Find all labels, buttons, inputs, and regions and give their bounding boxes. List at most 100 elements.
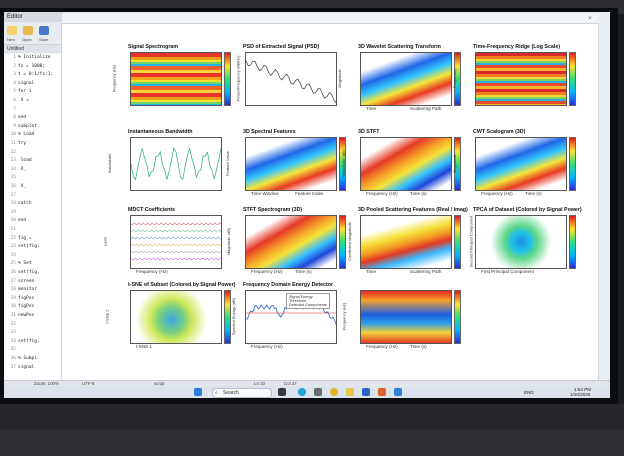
code-line[interactable]: 17 [4, 192, 62, 199]
windows-start-icon[interactable] [194, 388, 202, 396]
edge-icon[interactable] [298, 388, 306, 396]
code-line[interactable]: 32 [4, 321, 62, 328]
code-line[interactable]: 1% Initialize [4, 54, 62, 61]
psd-extracted-axes[interactable]: PSD of Extracted Signal (PSD) Power/Frequ… [236, 44, 347, 118]
cwt-scalogram-axes[interactable]: CWT Scalogram (3D) Magnitude Frequency (Hz… [452, 129, 577, 203]
tpca-dataset-title: TPCA of Dataset (Colored by Signal Power… [473, 207, 582, 213]
wavelet-scattering-plot[interactable] [360, 52, 452, 106]
code-text: fig = [18, 235, 32, 241]
code-line[interactable]: 36% Subpl [4, 355, 62, 362]
code-line[interactable]: 10% Load [4, 131, 62, 138]
chrome-icon[interactable] [330, 388, 338, 396]
new-file-icon[interactable] [7, 26, 17, 35]
stft-spectrogram-3d-axes[interactable]: STFT Spectrogram (3D) Magnitude (dB) Frequ… [226, 207, 347, 281]
tsne-subset-plot[interactable] [130, 290, 222, 344]
close-icon[interactable]: × [588, 16, 592, 22]
store-icon[interactable] [314, 388, 322, 396]
code-line[interactable]: 21 [4, 226, 62, 233]
tpca-dataset-axes[interactable]: TPCA of Dataset (Colored by Signal Power… [467, 207, 581, 281]
line-number: 6 [13, 98, 16, 103]
stft-spectrogram-3d-plot[interactable] [245, 215, 337, 269]
tsne-subset-axes[interactable]: t-SNE of Subset (Colored by Signal Power… [105, 282, 236, 356]
cwt-scalogram-ylabel: Magnitude [451, 154, 457, 173]
language-indicator[interactable]: ENG [524, 390, 534, 395]
code-line[interactable]: 15 [4, 174, 62, 181]
inst-bandwidth-axes[interactable]: Instantaneous Bandwidth Bandwidth [107, 129, 232, 203]
code-line[interactable]: 7 [4, 106, 62, 113]
editor-tab[interactable]: Untitled [4, 45, 62, 53]
code-text: screen [18, 278, 35, 284]
code-line[interactable]: 9 subplot [4, 123, 62, 130]
spectral-features-plot[interactable] [245, 137, 337, 191]
code-line[interactable]: 34 set(fig, [4, 338, 62, 345]
line-number: 21 [10, 227, 16, 232]
code-line[interactable]: 4 signal [4, 80, 62, 87]
deep-panel-axes[interactable]: Frequency (Hz) Frequency (Hz) Time (s) [341, 282, 462, 356]
code-line[interactable]: 27 screen [4, 278, 62, 285]
tf-ridge-plot[interactable] [475, 52, 567, 106]
code-line[interactable]: 23 set(fig, [4, 243, 62, 250]
code-line[interactable]: 14 X_ [4, 166, 62, 173]
signal-spectrogram-axes[interactable]: Signal Spectrogram Frequency (Hz) [111, 44, 232, 118]
mdct-coefficients-plot[interactable] [130, 215, 222, 269]
encoding-status: UTF-8 [82, 381, 95, 386]
code-line[interactable]: 19 [4, 209, 62, 216]
cwt-scalogram-plot[interactable] [475, 137, 567, 191]
code-text: % Initialize [18, 55, 51, 60]
spectral-features-axes[interactable]: 3D Spectral Features Feature Value Time Wi… [225, 129, 347, 203]
inst-bandwidth-plot[interactable] [130, 137, 222, 191]
clock-time[interactable]: 1:54 PM [574, 387, 592, 392]
line-number: 3 [13, 72, 16, 78]
open-folder-icon[interactable] [23, 26, 33, 35]
mdct-coefficients-axes[interactable]: MDCT Coefficients Level Frequency (Hz) [102, 207, 232, 281]
code-line[interactable]: 33 [4, 329, 62, 336]
code-area[interactable]: 1% Initialize 2 fs = 1000; 3 t = 0:1/fs:1; 4 s… [4, 54, 62, 380]
code-line[interactable]: 31 newPos [4, 312, 62, 319]
taskbar-search[interactable]: ⌕ Search [212, 388, 272, 398]
code-line[interactable]: 2 fs = 1000; [4, 63, 62, 70]
line-number: 9 [13, 123, 16, 129]
code-line[interactable]: 29 figPos [4, 295, 62, 302]
code-line[interactable]: 6 X = [4, 97, 62, 104]
inst-bandwidth-svg [131, 147, 221, 181]
code-line[interactable]: 5 for i [4, 88, 62, 95]
signal-spectrogram-plot[interactable] [130, 52, 222, 106]
code-line[interactable]: 11 try [4, 140, 62, 147]
widget-icon[interactable] [278, 388, 286, 396]
code-line[interactable]: 28 monitor [4, 286, 62, 293]
mail-icon[interactable] [362, 388, 370, 396]
psd-extracted-plot[interactable] [245, 52, 337, 106]
code-line[interactable]: 25% Set [4, 260, 62, 267]
code-line[interactable]: 22 fig = [4, 235, 62, 242]
code-line[interactable]: 16 X_ [4, 183, 62, 190]
energy-detector-plot[interactable]: Signal Energy Threshold Detected Component… [245, 290, 337, 344]
stft-3d-plot[interactable] [360, 137, 452, 191]
wavelet-scattering-axes[interactable]: 3D Wavelet Scattering Transform Magnitude… [337, 44, 462, 118]
code-text: % Subpl [18, 356, 37, 361]
line-number: 15 [10, 175, 16, 181]
pooled-scattering-axes[interactable]: 3D Pooled Scattering Features (Real / Im… [347, 207, 468, 281]
code-line[interactable]: 26 set(fig, [4, 269, 62, 276]
column-status: Col 37 [284, 381, 297, 386]
code-line[interactable]: 8 end [4, 114, 62, 121]
code-line[interactable]: 37 signal [4, 364, 62, 371]
file-explorer-icon[interactable] [346, 388, 354, 396]
code-line[interactable]: 13 load [4, 157, 62, 164]
pooled-scattering-plot[interactable] [360, 215, 452, 269]
deep-panel-plot[interactable] [360, 290, 452, 344]
code-line[interactable]: 24 [4, 252, 62, 259]
stft-3d-axes[interactable]: 3D STFT Magnitude (dB) Frequency (Hz) Time … [341, 129, 462, 203]
energy-detector-axes[interactable]: Frequency Domain Energy Detector Signal E… [231, 282, 347, 356]
matlab-icon[interactable] [378, 388, 386, 396]
tf-ridge-axes[interactable]: Time-Frequency Ridge (Log Scale) Frequenc… [452, 44, 577, 118]
line-number: 37 [10, 364, 16, 370]
code-line[interactable]: 12 [4, 149, 62, 156]
save-icon[interactable] [39, 26, 49, 35]
code-line[interactable]: 18 catch [4, 200, 62, 207]
settings-icon[interactable] [394, 388, 402, 396]
code-line[interactable]: 20 end [4, 217, 62, 224]
tpca-dataset-plot[interactable] [475, 215, 567, 269]
code-line[interactable]: 30 figPos [4, 303, 62, 310]
code-line[interactable]: 35 [4, 346, 62, 353]
